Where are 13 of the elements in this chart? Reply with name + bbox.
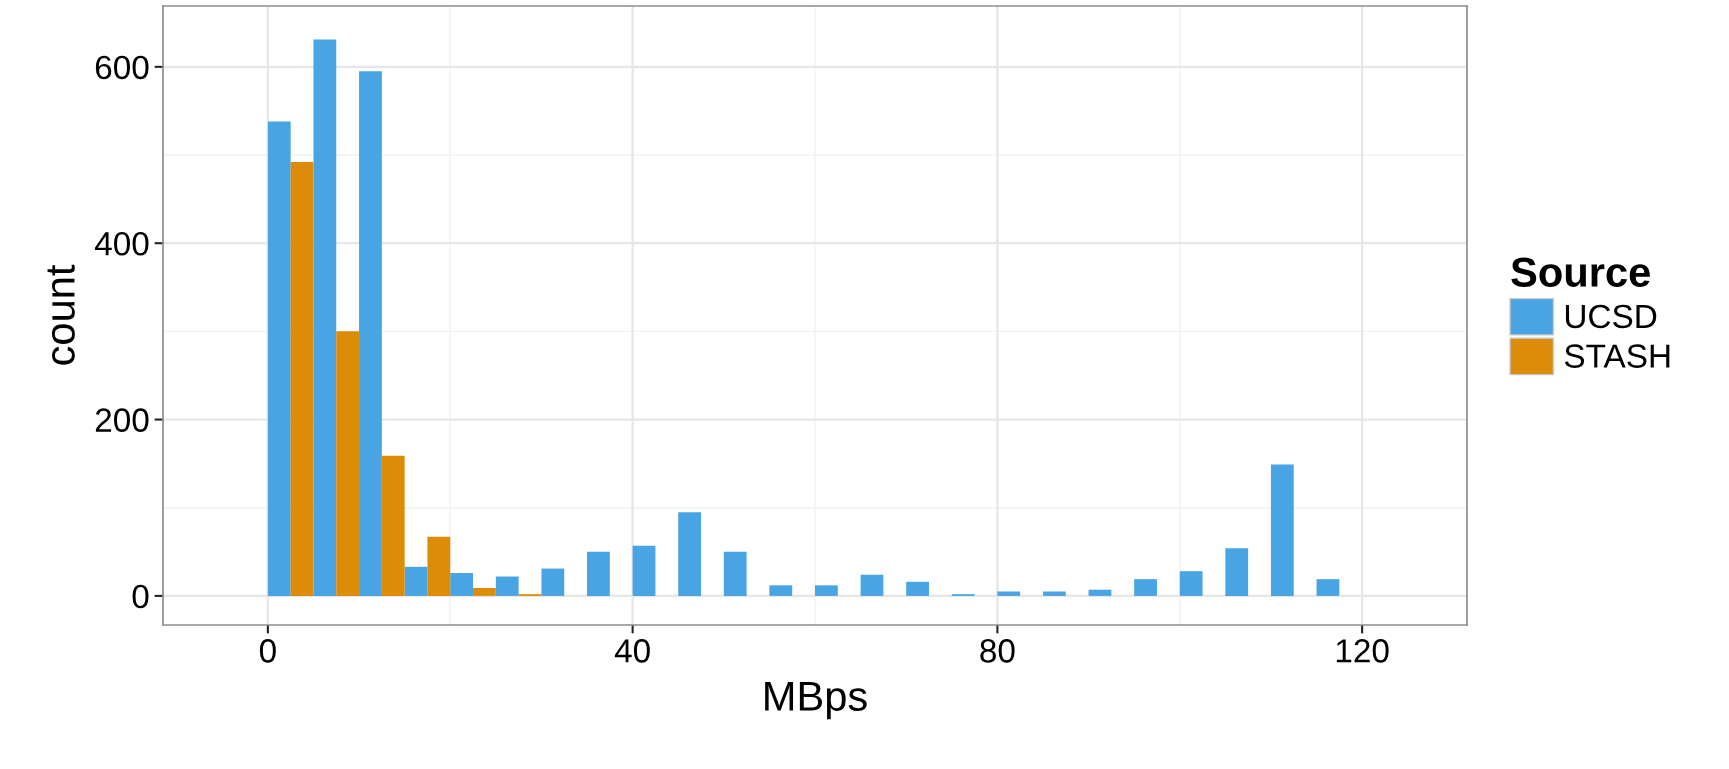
legend-label: STASH <box>1564 344 1670 368</box>
y-axis-title: count <box>47 264 75 365</box>
x-tick-label: 120 <box>1336 639 1389 663</box>
legend-title: Source <box>1511 257 1650 288</box>
legend-label: UCSD <box>1565 304 1657 329</box>
x-tick-label: 80 <box>980 639 1015 663</box>
x-tick-label: 0 <box>259 639 276 663</box>
y-tick-label: 200 <box>95 408 149 432</box>
y-tick-label: 0 <box>132 584 149 609</box>
y-tick-label: 400 <box>94 232 149 256</box>
x-tick-label: 40 <box>614 639 650 663</box>
x-axis-title: MBps <box>765 681 867 720</box>
y-tick-label: 600 <box>95 55 149 80</box>
